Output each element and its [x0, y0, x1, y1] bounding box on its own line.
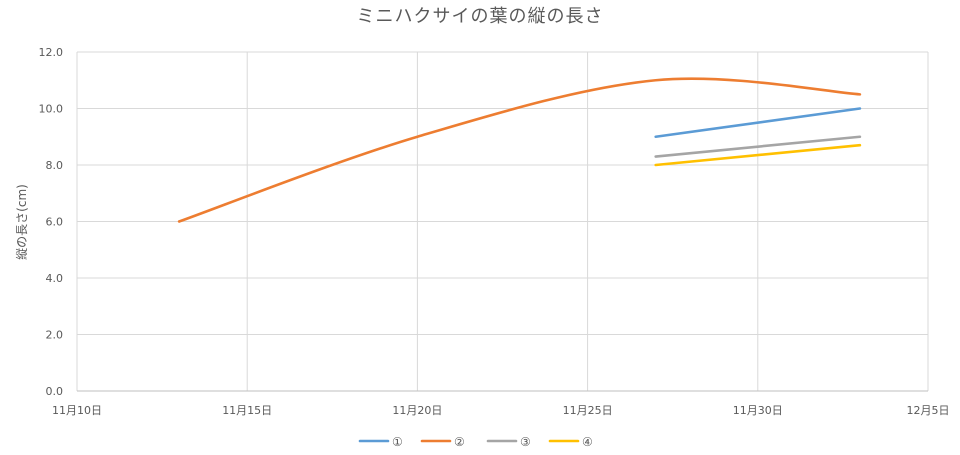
x-tick-label: 11月10日 [52, 404, 102, 417]
y-tick-label: 0.0 [46, 385, 64, 398]
gridlines [76, 51, 929, 392]
x-tick-label: 11月25日 [563, 404, 613, 417]
y-tick-label: 2.0 [46, 329, 64, 342]
legend-label: ③ [520, 435, 531, 449]
legend-label: ① [392, 435, 403, 449]
series-line-1 [654, 107, 862, 139]
y-tick-labels: 0.0 2.0 4.0 6.0 8.0 10.0 12.0 [39, 46, 64, 398]
legend-label: ② [454, 435, 465, 449]
legend-label: ④ [582, 435, 593, 449]
y-tick-label: 4.0 [46, 272, 64, 285]
x-tick-labels: 11月10日 11月15日 11月20日 11月25日 11月30日 12月5日 [52, 404, 950, 417]
x-tick-label: 11月30日 [733, 404, 783, 417]
series-line-4 [654, 143, 862, 167]
series-line-3 [654, 135, 862, 158]
x-tick-label: 11月20日 [392, 404, 442, 417]
x-tick-label: 11月15日 [222, 404, 272, 417]
chart-title: ミニハクサイの葉の縦の長さ [357, 6, 604, 27]
series-lines [177, 77, 862, 223]
series-line-2 [177, 77, 862, 223]
legend: ① ② ③ ④ [358, 435, 593, 449]
x-tick-label: 12月5日 [907, 404, 950, 417]
y-tick-label: 10.0 [39, 103, 64, 116]
y-tick-label: 8.0 [46, 159, 64, 172]
y-tick-label: 12.0 [39, 46, 64, 59]
y-axis-label: 縦の長さ(cm) [15, 184, 29, 260]
y-tick-label: 6.0 [46, 216, 64, 229]
